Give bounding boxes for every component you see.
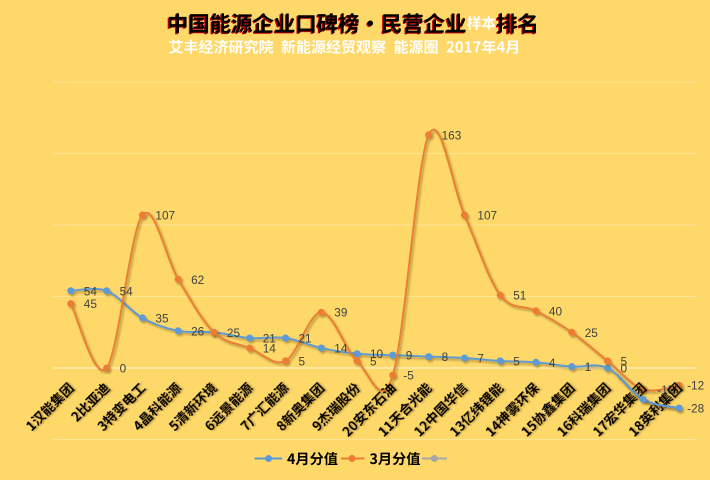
svg-text:-28: -28 <box>687 402 704 416</box>
svg-text:40: 40 <box>549 304 563 318</box>
svg-text:62: 62 <box>191 273 204 287</box>
svg-text:54: 54 <box>84 284 98 298</box>
svg-text:107: 107 <box>477 209 497 223</box>
svg-text:4: 4 <box>549 356 556 370</box>
svg-text:45: 45 <box>84 297 98 311</box>
svg-text:39: 39 <box>334 306 347 320</box>
svg-text:26: 26 <box>191 324 205 338</box>
svg-text:54: 54 <box>120 284 134 298</box>
svg-text:0: 0 <box>120 362 127 376</box>
svg-text:21: 21 <box>299 332 312 346</box>
svg-text:21: 21 <box>263 332 276 346</box>
svg-text:8: 8 <box>442 350 449 364</box>
svg-text:10: 10 <box>370 347 384 361</box>
svg-text:5: 5 <box>513 354 520 368</box>
svg-text:14: 14 <box>263 342 277 356</box>
svg-text:-12: -12 <box>687 379 704 393</box>
svg-text:35: 35 <box>155 311 169 325</box>
svg-text:107: 107 <box>155 209 175 223</box>
svg-text:-5: -5 <box>403 369 414 383</box>
svg-text:7: 7 <box>477 352 484 366</box>
svg-text:0: 0 <box>621 362 628 376</box>
svg-text:1: 1 <box>585 360 592 374</box>
svg-text:163: 163 <box>442 128 462 142</box>
svg-text:5: 5 <box>621 354 628 368</box>
svg-text:51: 51 <box>513 289 526 303</box>
svg-text:14: 14 <box>334 342 348 356</box>
svg-text:25: 25 <box>585 326 599 340</box>
svg-text:25: 25 <box>227 326 241 340</box>
svg-text:5: 5 <box>299 354 306 368</box>
svg-text:5: 5 <box>370 354 377 368</box>
svg-text:9: 9 <box>406 349 413 363</box>
